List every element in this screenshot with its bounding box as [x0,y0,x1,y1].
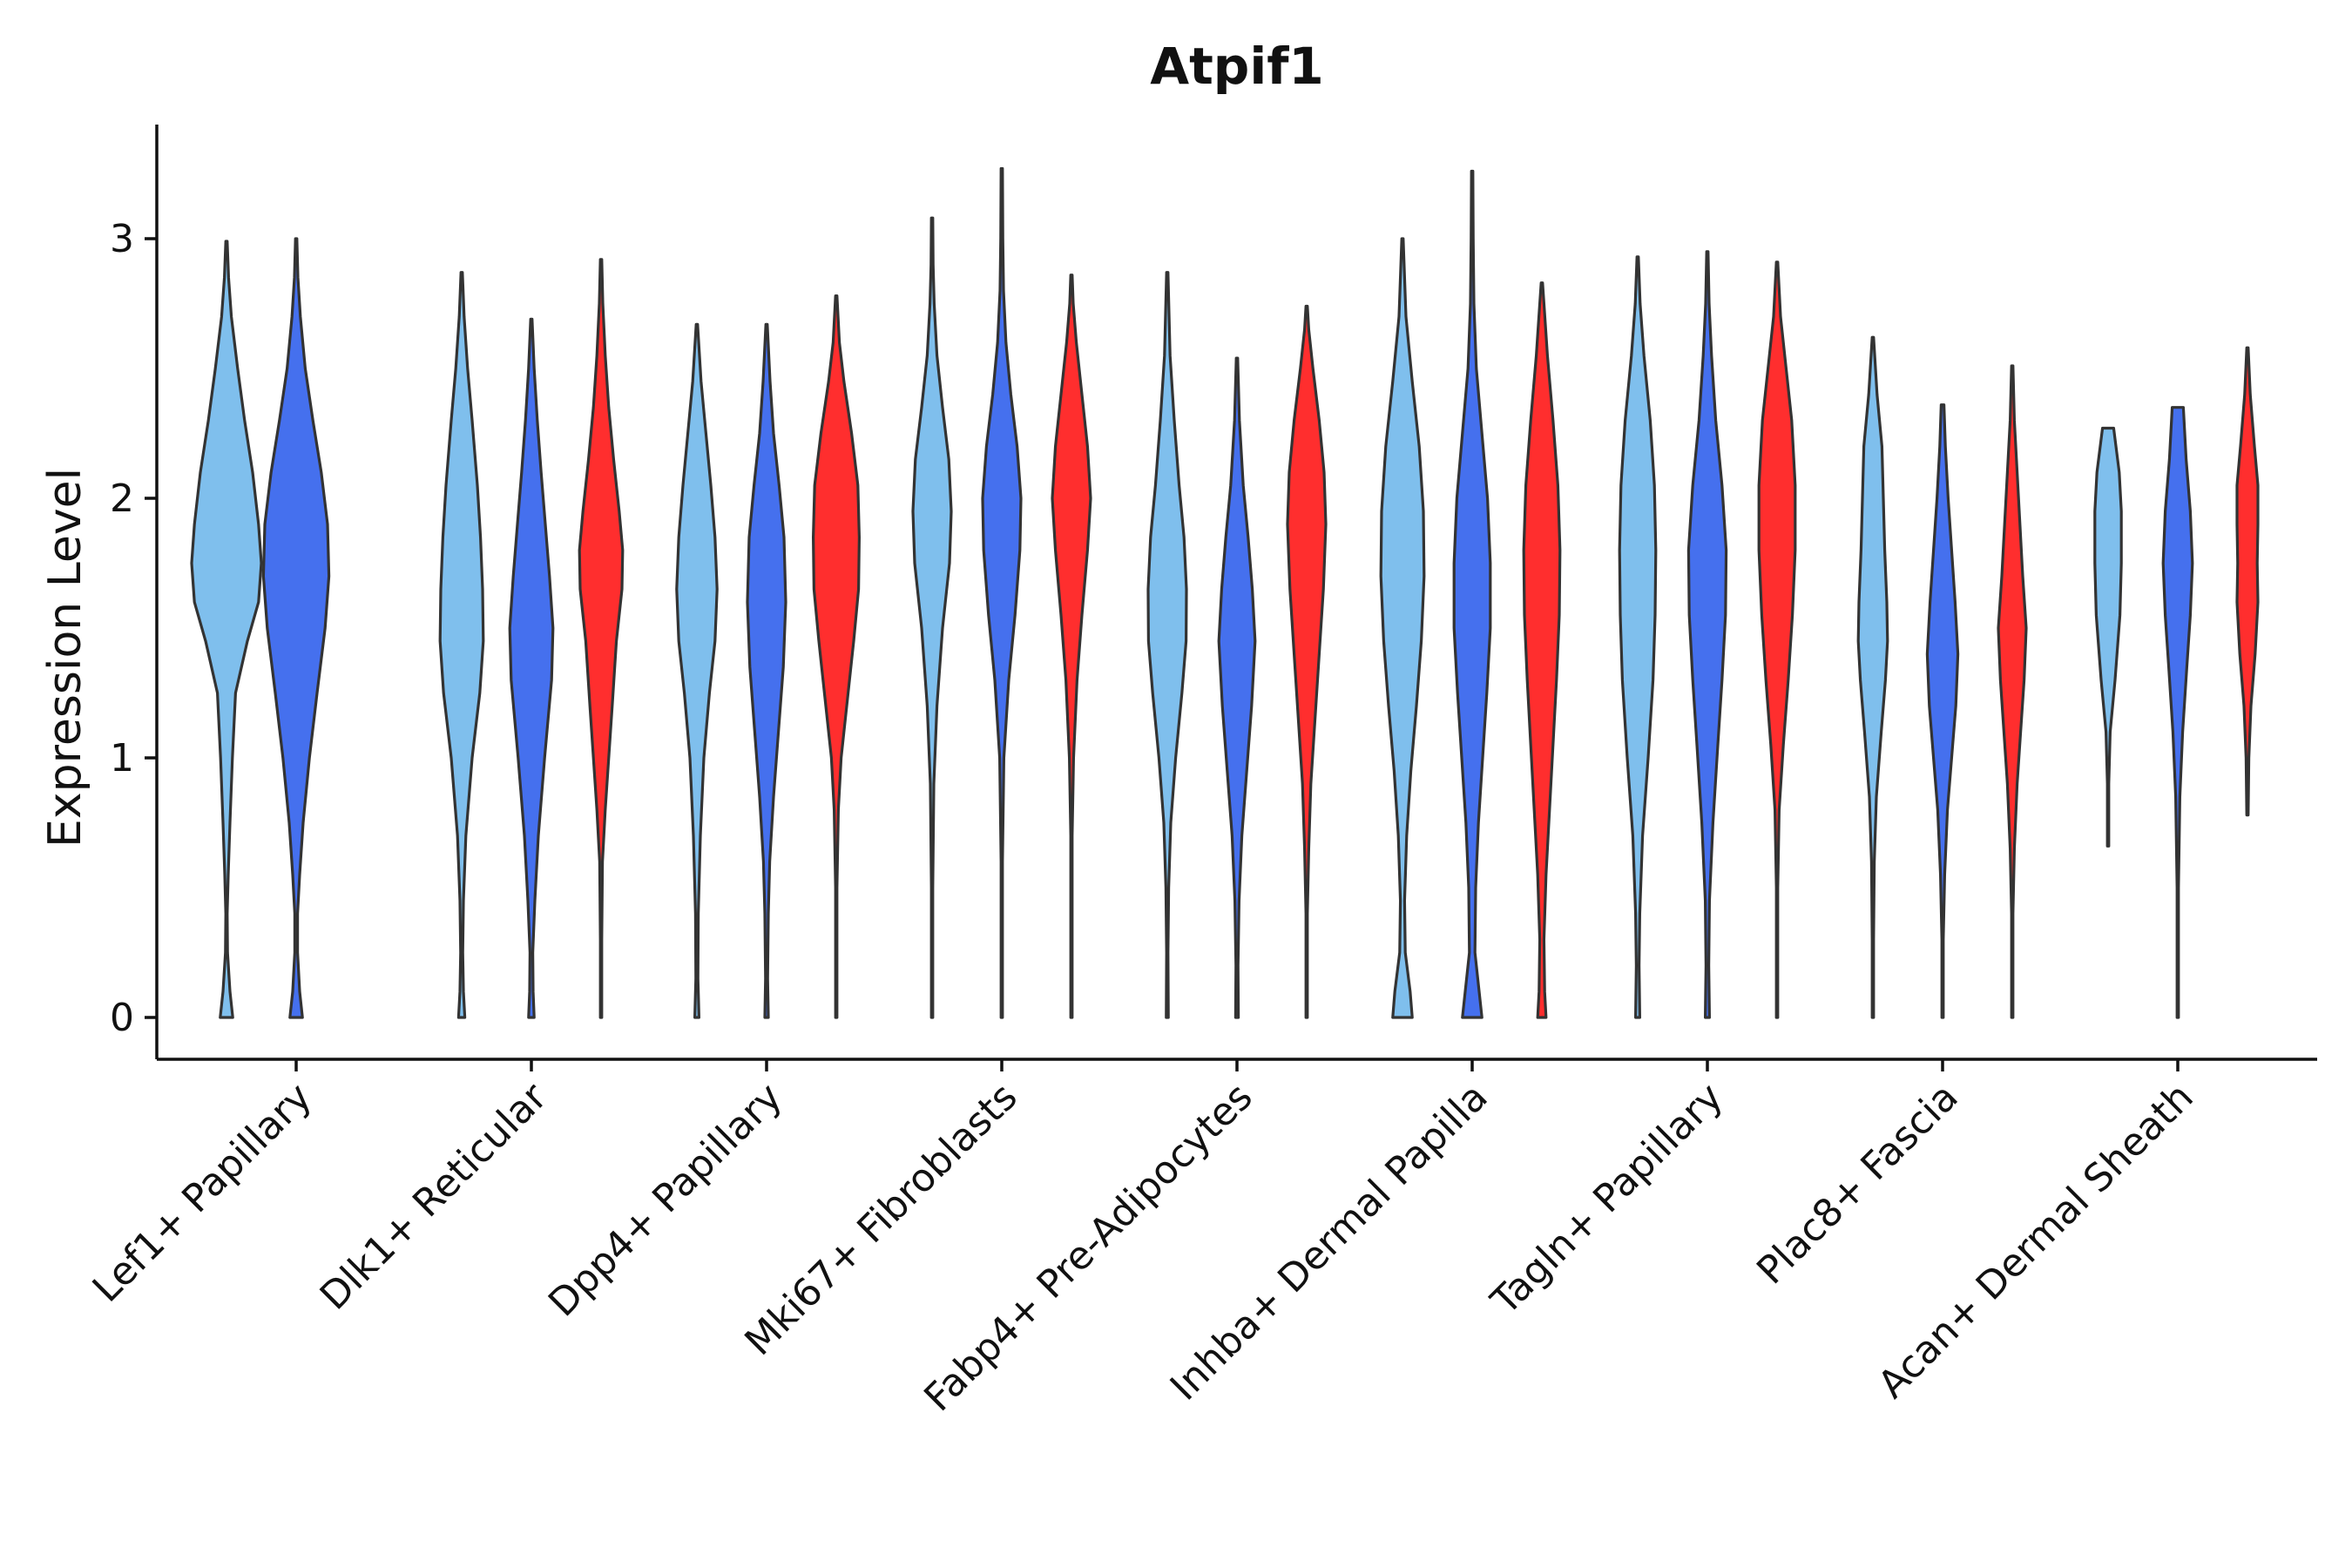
violin-acan-dermal-sheath-1 [2161,406,2194,1019]
y-tick-label: 1 [110,736,134,781]
violin-layer [190,166,2260,1019]
y-axis-ticks: 0 1 2 3 [110,217,157,1040]
violin-fabp4-pre-adipocytes-2 [1286,304,1328,1019]
violin-mki67-fibroblasts-1 [981,166,1023,1019]
violin-mki67-fibroblasts-0 [911,216,953,1019]
x-tick-label-plac8-fascia: Plac8+ Fascia [1748,1075,1967,1294]
y-tick-label: 0 [110,996,134,1040]
violin-tagln-papillary-1 [1686,250,1728,1019]
violin-dpp4-papillary-1 [746,322,787,1019]
violin-dpp4-papillary-0 [675,322,719,1019]
violin-acan-dermal-sheath-0 [2093,426,2123,848]
violin-inhba-dermal-papilla-0 [1379,237,1426,1019]
violin-dpp4-papillary-2 [812,294,861,1019]
violin-lef1-papillary-0 [190,240,263,1019]
violin-tagln-papillary-2 [1757,260,1797,1019]
violin-dlk1-reticular-1 [508,317,555,1019]
violin-lef1-papillary-1 [261,237,331,1019]
violin-plac8-fascia-1 [1925,403,1960,1019]
violin-tagln-papillary-0 [1618,255,1658,1019]
x-tick-label-tagln-papillary: Tagln+ Papillary [1483,1075,1732,1324]
violin-mki67-fibroblasts-2 [1051,274,1092,1019]
violin-plac8-fascia-0 [1856,335,1889,1019]
x-tick-label-lef1-papillary: Lef1+ Papillary [84,1075,321,1311]
violin-plac8-fascia-2 [1997,364,2028,1019]
y-tick-label: 2 [110,476,134,521]
violin-fabp4-pre-adipocytes-0 [1146,271,1188,1019]
y-axis-title: Expression Level [39,468,91,848]
violin-dlk1-reticular-2 [578,258,625,1019]
violin-inhba-dermal-papilla-1 [1452,169,1492,1019]
violin-inhba-dermal-papilla-2 [1522,281,1562,1019]
x-tick-label-dpp4-papillary: Dpp4+ Papillary [540,1075,791,1326]
x-tick-label-dlk1-reticular: Dlk1+ Reticular [312,1074,557,1319]
violin-acan-dermal-sheath-2 [2235,346,2260,817]
chart-title: Atpif1 [1150,37,1324,96]
violin-dlk1-reticular-0 [438,271,485,1019]
y-tick-label: 3 [110,217,134,261]
violin-fabp4-pre-adipocytes-1 [1217,356,1257,1019]
